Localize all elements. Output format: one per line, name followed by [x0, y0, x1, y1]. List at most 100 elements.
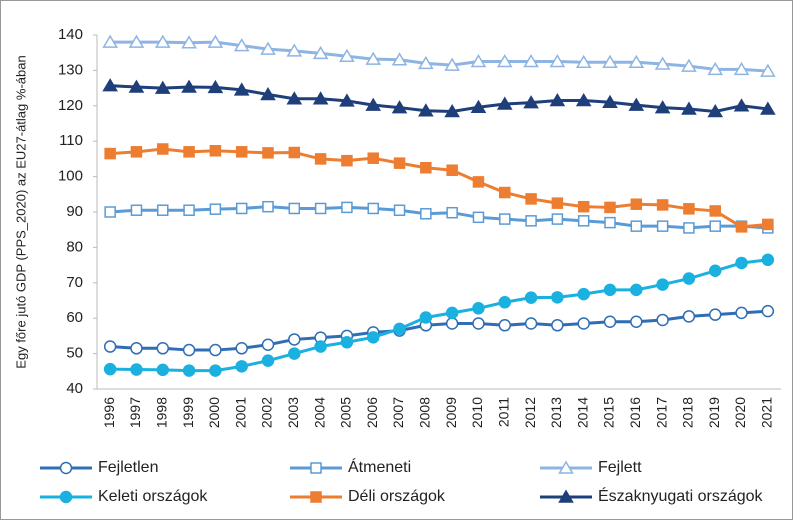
x-tick-label: 2004	[311, 397, 327, 428]
legend-marker	[310, 462, 322, 474]
point	[182, 364, 196, 377]
legend-label: Déli országok	[348, 488, 446, 505]
x-tick-label: 2001	[232, 397, 248, 428]
point	[288, 202, 301, 215]
point	[235, 360, 248, 373]
point	[393, 322, 406, 336]
point	[577, 287, 590, 301]
point	[470, 99, 487, 113]
point	[523, 95, 539, 109]
point	[233, 82, 250, 96]
point	[525, 193, 537, 205]
point	[577, 215, 590, 227]
point	[733, 61, 750, 76]
y-tick-label: 70	[66, 274, 83, 291]
point	[156, 342, 170, 355]
point	[312, 45, 329, 60]
point	[630, 198, 643, 210]
point	[154, 34, 171, 48]
x-tick-label: 2016	[627, 397, 643, 428]
point	[472, 211, 485, 224]
point	[498, 296, 512, 309]
point	[709, 205, 721, 217]
point	[707, 61, 724, 76]
x-tick-label: 2020	[732, 397, 748, 428]
point	[130, 342, 143, 355]
point	[708, 264, 722, 278]
point	[209, 343, 222, 357]
point	[523, 54, 539, 68]
point	[103, 340, 117, 353]
point	[681, 58, 697, 72]
point	[761, 253, 775, 267]
point	[102, 34, 118, 48]
point	[130, 204, 143, 216]
point	[630, 315, 643, 328]
point	[446, 206, 458, 219]
point	[604, 201, 616, 214]
point	[628, 97, 645, 111]
point	[419, 311, 433, 324]
point	[551, 291, 564, 304]
point	[154, 80, 171, 94]
point	[445, 306, 459, 320]
point	[733, 98, 750, 112]
point	[367, 202, 379, 215]
point	[182, 343, 196, 357]
point	[209, 145, 222, 157]
point	[288, 347, 301, 360]
legend-marker	[59, 461, 73, 475]
point	[630, 220, 643, 232]
point	[209, 364, 222, 377]
point	[656, 313, 669, 327]
x-tick-label: 2010	[469, 397, 485, 428]
point	[209, 203, 222, 215]
x-tick-label: 2008	[417, 397, 433, 428]
point	[367, 152, 379, 164]
point	[235, 146, 248, 158]
x-tick-label: 2009	[443, 397, 459, 428]
point	[340, 336, 354, 349]
point	[314, 153, 327, 165]
point	[130, 363, 143, 376]
point	[261, 338, 275, 351]
x-tick-label: 2012	[522, 397, 538, 428]
point	[603, 315, 617, 328]
point	[366, 331, 380, 344]
point	[656, 278, 669, 291]
point	[183, 146, 195, 158]
point	[312, 91, 329, 105]
point	[604, 216, 616, 229]
point	[575, 54, 592, 69]
y-tick-label: 50	[66, 345, 83, 362]
point	[262, 147, 274, 159]
legend-label: Átmeneti	[348, 457, 411, 476]
x-tick-label: 2018	[680, 397, 696, 428]
point	[761, 304, 775, 318]
point	[551, 319, 564, 332]
point	[681, 101, 697, 115]
legend-label: Északnyugati országok	[598, 486, 764, 505]
x-tick-label: 2000	[206, 397, 222, 428]
x-tick-label: 1997	[127, 397, 143, 428]
point	[288, 146, 301, 159]
x-tick-label: 1996	[101, 397, 117, 428]
point	[707, 103, 724, 118]
x-tick-label: 2002	[259, 397, 275, 428]
point	[235, 202, 248, 215]
point	[499, 213, 511, 225]
y-tick-label: 100	[58, 168, 83, 185]
point	[708, 308, 722, 321]
point	[444, 57, 460, 71]
point	[157, 143, 169, 155]
point	[683, 222, 695, 234]
point	[103, 362, 117, 376]
point	[286, 91, 303, 105]
point	[207, 34, 224, 48]
legend-marker	[310, 491, 322, 503]
x-tick-label: 1998	[153, 397, 169, 428]
x-tick-label: 2013	[548, 397, 564, 428]
y-tick-label: 90	[66, 203, 83, 220]
point	[577, 317, 590, 330]
